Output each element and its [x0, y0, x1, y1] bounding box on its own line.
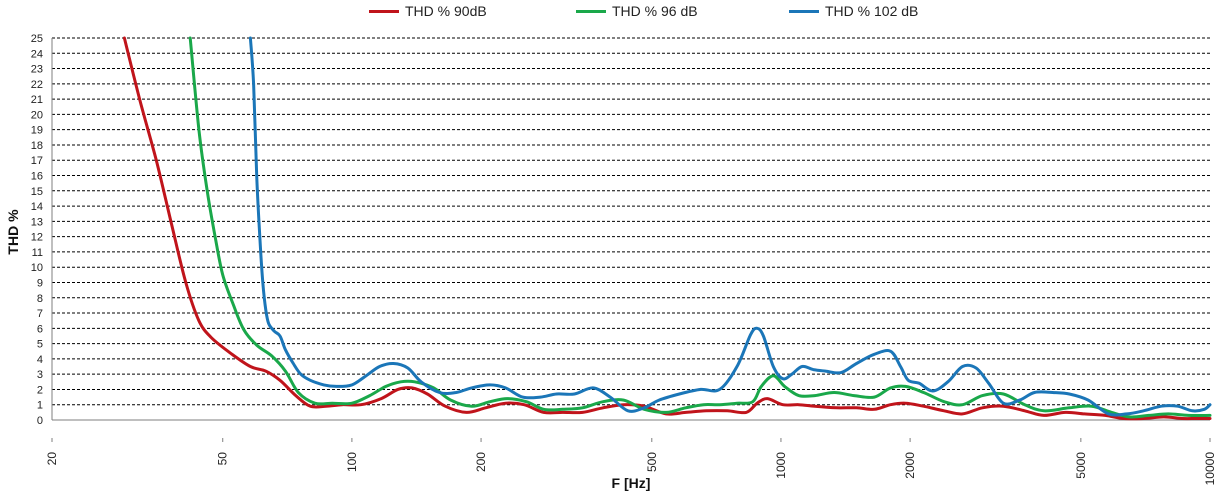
- y-tick-label: 23: [31, 64, 43, 76]
- x-axis-title: F [Hz]: [612, 475, 651, 491]
- x-tick-label: 10000: [1203, 452, 1217, 486]
- y-tick-label: 1: [37, 400, 43, 412]
- y-axis-title: THD %: [5, 209, 21, 255]
- y-tick-label: 17: [31, 155, 43, 167]
- series-line-1: [188, 36, 1212, 419]
- y-tick-label: 4: [37, 354, 43, 366]
- y-tick-labels: 0123456789101112131415161718192021222324…: [31, 33, 43, 427]
- y-tick-label: 20: [31, 109, 43, 121]
- legend-item-90db: THD % 90dB: [369, 3, 487, 19]
- y-tick-label: 3: [37, 369, 43, 381]
- legend-swatch-102db: [789, 9, 819, 13]
- legend-item-102db: THD % 102 dB: [789, 3, 918, 19]
- grid-lines: [52, 37, 1210, 406]
- series-lines: [122, 36, 1212, 421]
- y-tick-label: 2: [37, 384, 43, 396]
- y-tick-label: 24: [31, 48, 43, 60]
- y-tick-label: 19: [31, 125, 43, 137]
- series-line-2: [248, 36, 1212, 417]
- x-tick-label: 2000: [903, 452, 917, 479]
- y-tick-label: 11: [32, 247, 43, 259]
- x-tick-label: 5000: [1074, 452, 1088, 479]
- axes: [51, 38, 1210, 421]
- y-tick-label: 9: [37, 277, 43, 289]
- y-tick-label: 15: [31, 186, 43, 198]
- legend-swatch-96db: [576, 9, 606, 13]
- legend-swatch-90db: [369, 9, 399, 13]
- legend-label-102db: THD % 102 dB: [825, 3, 919, 19]
- x-tick-label: 200: [474, 452, 488, 472]
- y-tick-label: 8: [37, 293, 43, 305]
- x-tick-label: 1000: [774, 452, 788, 479]
- y-tick-label: 5: [37, 339, 43, 351]
- y-tick-label: 10: [31, 262, 43, 274]
- y-tick-label: 25: [31, 33, 43, 45]
- legend-item-96db: THD % 96 dB: [576, 3, 698, 19]
- y-tick-label: 6: [37, 323, 43, 335]
- x-tick-label: 500: [645, 452, 659, 472]
- x-tick-label: 20: [45, 452, 59, 466]
- y-tick-label: 13: [31, 216, 43, 228]
- y-tick-label: 14: [31, 201, 43, 213]
- y-tick-label: 21: [31, 94, 43, 106]
- y-tick-label: 0: [37, 415, 43, 427]
- y-tick-label: 22: [31, 79, 43, 91]
- x-tick-label: 50: [216, 452, 230, 466]
- y-tick-label: 16: [31, 171, 43, 183]
- y-tick-label: 7: [37, 308, 43, 320]
- legend-label-96db: THD % 96 dB: [612, 3, 698, 19]
- legend: THD % 90dB THD % 96 dB THD % 102 dB: [0, 3, 1219, 25]
- y-tick-label: 18: [31, 140, 43, 152]
- x-tick-label: 100: [345, 452, 359, 472]
- x-tick-labels: 20 50 100 200 500 1000 2000 5000 10000: [45, 438, 1217, 485]
- y-tick-label: 12: [31, 232, 43, 244]
- legend-label-90db: THD % 90dB: [405, 3, 487, 19]
- series-line-0: [122, 36, 1212, 421]
